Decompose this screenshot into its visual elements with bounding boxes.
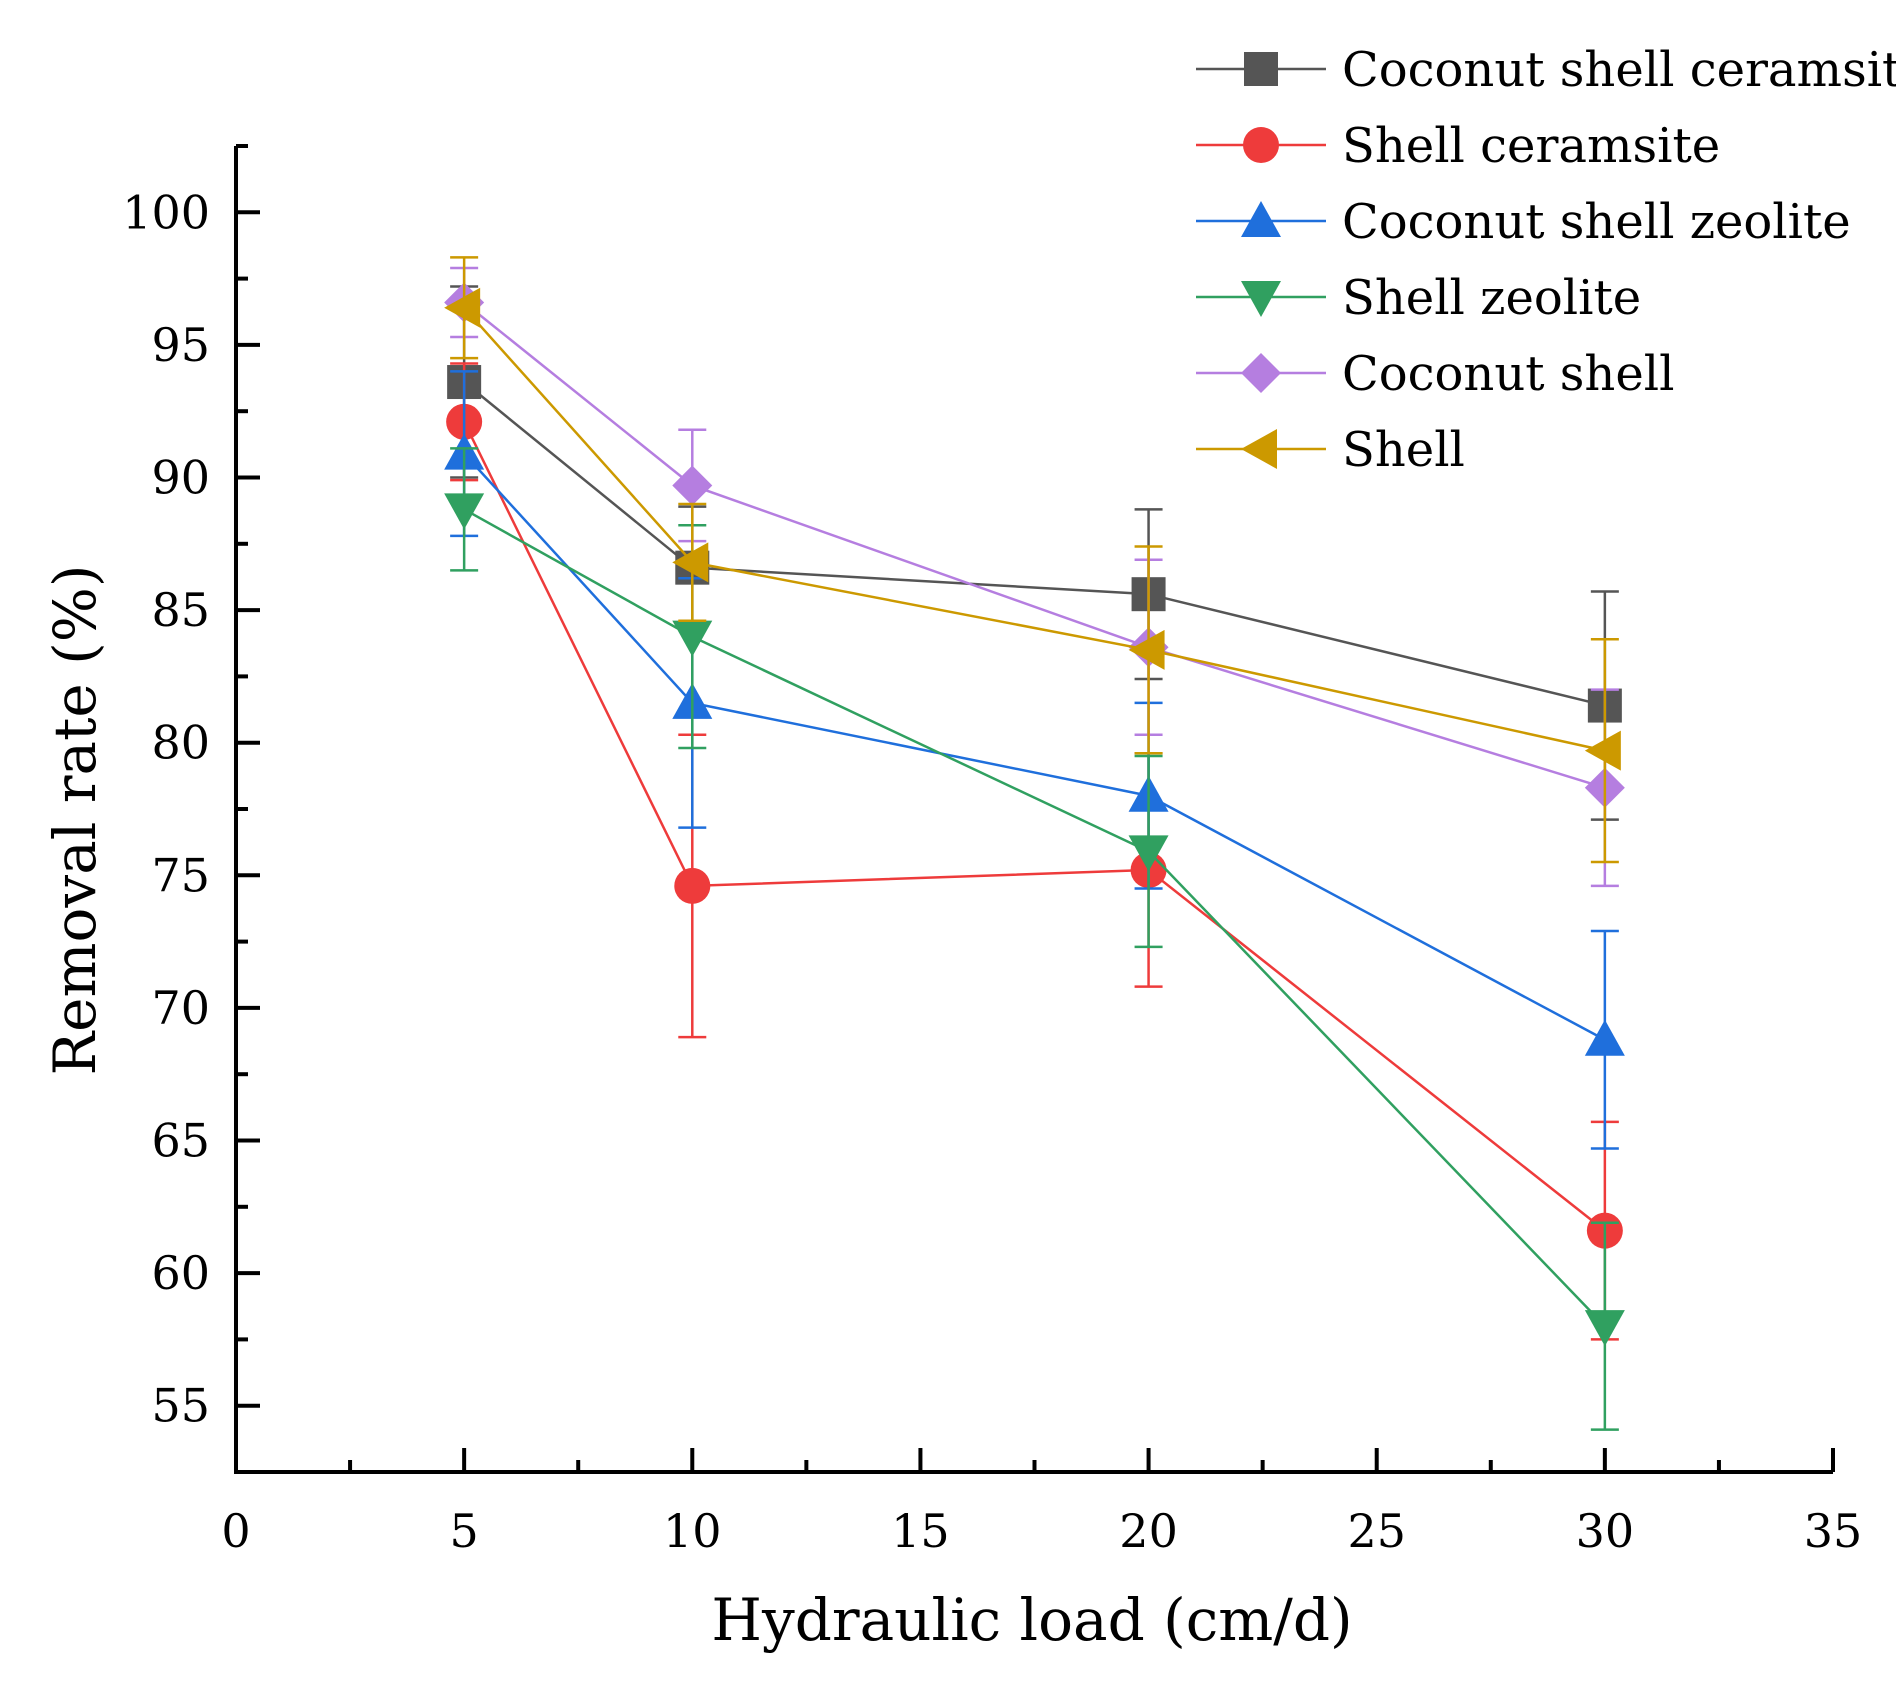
x-tick-label: 35	[1804, 1504, 1863, 1558]
data-point	[1128, 835, 1169, 872]
legend-item: Coconut shell ceramsite	[1196, 42, 1896, 98]
y-tick-label: 75	[151, 848, 210, 902]
legend-marker	[1241, 429, 1277, 469]
y-tick-label: 70	[151, 981, 210, 1035]
legend-label: Coconut shell zeolite	[1342, 194, 1851, 250]
x-tick-label: 0	[221, 1504, 250, 1558]
legend-marker	[1241, 201, 1281, 237]
data-point	[1128, 629, 1165, 670]
data-point	[444, 287, 481, 328]
x-tick-label: 25	[1347, 1504, 1406, 1558]
series-layer	[444, 256, 1625, 1431]
legend-item: Shell	[1196, 422, 1465, 478]
legend-item: Shell zeolite	[1196, 270, 1641, 326]
data-point	[444, 493, 485, 530]
legend-label: Coconut shell ceramsite	[1342, 42, 1896, 98]
legend-label: Coconut shell	[1342, 346, 1674, 402]
series-line	[463, 508, 1606, 1328]
legend-item: Coconut shell	[1196, 346, 1674, 402]
y-tick-label: 95	[151, 318, 210, 372]
x-tick-label: 5	[450, 1504, 479, 1558]
legend: Coconut shell ceramsite Shell ceramsite Co…	[1196, 42, 1896, 478]
data-point	[1584, 1019, 1625, 1056]
series-line	[463, 452, 1606, 1041]
y-tick-label: 55	[151, 1379, 210, 1433]
series-4	[444, 447, 1625, 1431]
data-point	[1584, 730, 1621, 771]
data-point	[1584, 1310, 1625, 1347]
legend-marker	[1241, 281, 1281, 317]
y-tick-label: 60	[151, 1246, 210, 1300]
legend-marker	[1244, 52, 1278, 86]
x-axis-title: Hydraulic load (cm/d)	[711, 1586, 1352, 1654]
series-line	[463, 301, 1606, 789]
y-tick-label: 90	[151, 451, 210, 505]
x-tick-label: 20	[1119, 1504, 1178, 1558]
legend-label: Shell zeolite	[1342, 270, 1641, 326]
x-tick-label: 15	[891, 1504, 950, 1558]
legend-item: Coconut shell zeolite	[1196, 194, 1851, 250]
legend-label: Shell	[1342, 422, 1465, 478]
data-point	[672, 542, 709, 583]
data-point	[672, 620, 713, 657]
y-tick-label: 100	[122, 185, 210, 239]
legend-label: Shell ceramsite	[1342, 118, 1720, 174]
y-tick-label: 80	[151, 716, 210, 770]
legend-marker	[1241, 353, 1281, 393]
data-point	[672, 465, 713, 506]
series-6	[444, 256, 1621, 864]
series-line	[463, 306, 1606, 752]
y-tick-label: 65	[151, 1114, 210, 1168]
legend-marker	[1243, 127, 1279, 163]
series-line	[463, 421, 1606, 1232]
x-tick-label: 10	[663, 1504, 722, 1558]
series-line	[463, 381, 1606, 707]
y-tick-label: 85	[151, 583, 210, 637]
data-point	[674, 867, 711, 904]
series-3	[444, 370, 1625, 1150]
x-tick-label: 30	[1576, 1504, 1635, 1558]
axes: 0 5 10 15 20 25 30 35 55 60 65 70 75 80 85 90 95 100	[122, 144, 1863, 1558]
legend-item: Shell ceramsite	[1196, 118, 1720, 174]
y-axis-title: Removal rate (%)	[41, 565, 109, 1076]
